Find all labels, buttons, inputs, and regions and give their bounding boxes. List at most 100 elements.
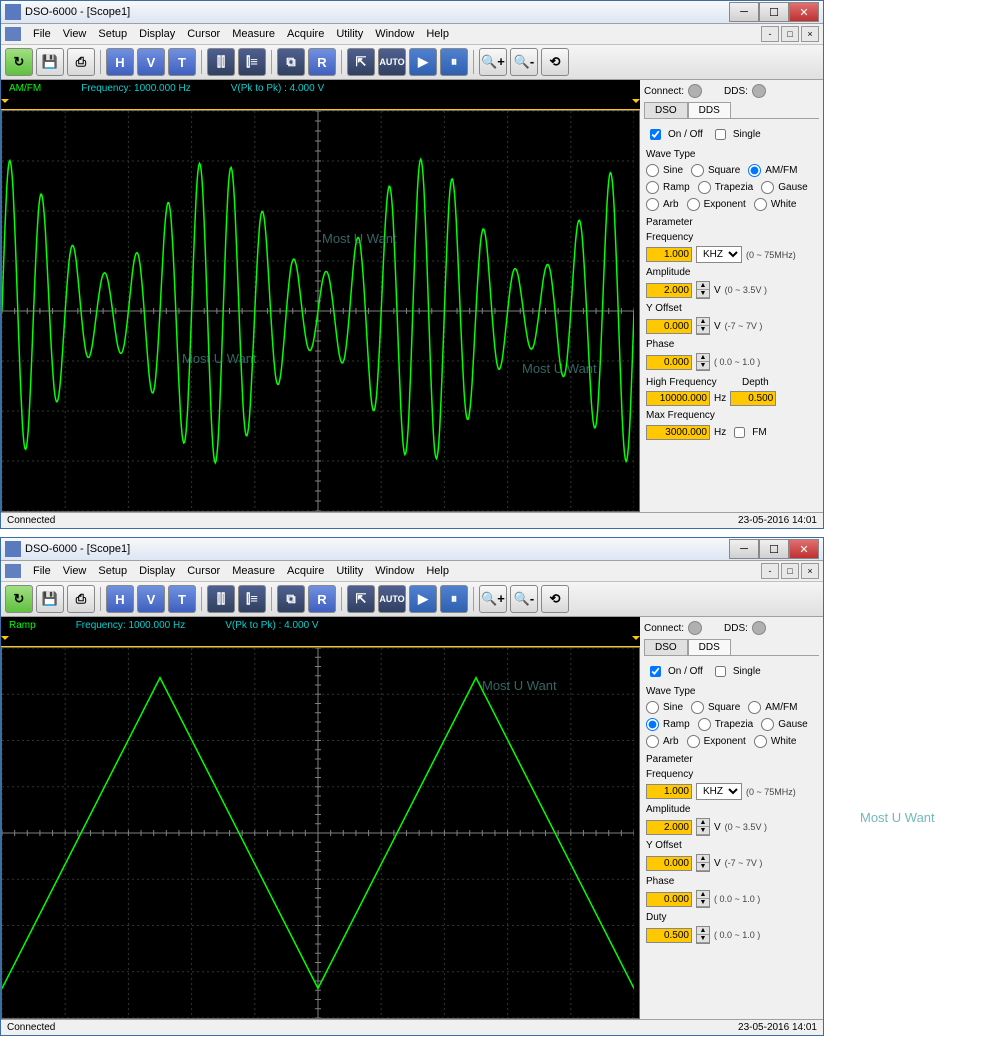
- wave-radio-exponent[interactable]: [687, 198, 700, 211]
- v-button[interactable]: V: [137, 585, 165, 613]
- tool-b[interactable]: ⫿≡: [238, 585, 266, 613]
- r-button[interactable]: R: [308, 48, 336, 76]
- mdi-min-button[interactable]: -: [761, 563, 779, 579]
- mdi-min-button[interactable]: -: [761, 26, 779, 42]
- h-button[interactable]: H: [106, 48, 134, 76]
- mf-input[interactable]: [646, 425, 710, 440]
- print-button[interactable]: ⎙: [67, 48, 95, 76]
- pause-button[interactable]: ⏸: [440, 585, 468, 613]
- onoff-checkbox[interactable]: [650, 666, 661, 677]
- tab-dds[interactable]: DDS: [688, 639, 731, 655]
- menu-cursor[interactable]: Cursor: [181, 26, 226, 42]
- yoff-spinner[interactable]: ▲▼: [696, 854, 710, 872]
- phase-spinner[interactable]: ▲▼: [696, 353, 710, 371]
- wave-radio-ramp[interactable]: [646, 181, 659, 194]
- phase-input[interactable]: [646, 892, 692, 907]
- menu-measure[interactable]: Measure: [226, 563, 281, 579]
- wave-radio-white[interactable]: [754, 198, 767, 211]
- mdi-restore-button[interactable]: □: [781, 26, 799, 42]
- menu-utility[interactable]: Utility: [330, 26, 369, 42]
- wave-radio-gause[interactable]: [761, 181, 774, 194]
- menu-help[interactable]: Help: [420, 563, 455, 579]
- save-button[interactable]: 💾: [36, 48, 64, 76]
- tool-b[interactable]: ⫿≡: [238, 48, 266, 76]
- scope-canvas[interactable]: Most U Want: [1, 647, 640, 1019]
- tab-dso[interactable]: DSO: [644, 639, 688, 655]
- yoff-input[interactable]: [646, 319, 692, 334]
- wave-radio-sine[interactable]: [646, 164, 659, 177]
- single-checkbox[interactable]: [715, 129, 726, 140]
- link-button[interactable]: ⟲: [541, 585, 569, 613]
- menu-file[interactable]: File: [27, 26, 57, 42]
- wave-radio-arb[interactable]: [646, 735, 659, 748]
- yoff-input[interactable]: [646, 856, 692, 871]
- wave-radio-am/fm[interactable]: [748, 164, 761, 177]
- freq-input[interactable]: [646, 247, 692, 262]
- menu-acquire[interactable]: Acquire: [281, 563, 330, 579]
- menu-display[interactable]: Display: [133, 26, 181, 42]
- wave-radio-trapezia[interactable]: [698, 181, 711, 194]
- save-button[interactable]: 💾: [36, 585, 64, 613]
- wave-radio-white[interactable]: [754, 735, 767, 748]
- minimize-button[interactable]: ─: [729, 539, 759, 559]
- menu-view[interactable]: View: [57, 26, 93, 42]
- minimize-button[interactable]: ─: [729, 2, 759, 22]
- yoff-spinner[interactable]: ▲▼: [696, 317, 710, 335]
- freq-unit-select[interactable]: KHZ: [696, 246, 742, 263]
- menu-display[interactable]: Display: [133, 563, 181, 579]
- fm-checkbox[interactable]: [734, 427, 745, 438]
- menu-window[interactable]: Window: [369, 563, 420, 579]
- menu-setup[interactable]: Setup: [92, 26, 133, 42]
- amp-input[interactable]: [646, 283, 692, 298]
- duty-input[interactable]: [646, 928, 692, 943]
- wave-radio-arb[interactable]: [646, 198, 659, 211]
- close-button[interactable]: ✕: [789, 2, 819, 22]
- maximize-button[interactable]: ☐: [759, 2, 789, 22]
- menu-measure[interactable]: Measure: [226, 26, 281, 42]
- scope-canvas[interactable]: Most U Want Most U Want Most U Want: [1, 110, 640, 512]
- r-button[interactable]: R: [308, 585, 336, 613]
- play-button[interactable]: ▶: [409, 585, 437, 613]
- phase-spinner[interactable]: ▲▼: [696, 890, 710, 908]
- amp-input[interactable]: [646, 820, 692, 835]
- menu-cursor[interactable]: Cursor: [181, 563, 226, 579]
- freq-unit-select[interactable]: KHZ: [696, 783, 742, 800]
- zoom-in-button[interactable]: 🔍+: [479, 48, 507, 76]
- onoff-checkbox[interactable]: [650, 129, 661, 140]
- menu-file[interactable]: File: [27, 563, 57, 579]
- h-button[interactable]: H: [106, 585, 134, 613]
- single-checkbox[interactable]: [715, 666, 726, 677]
- amp-spinner[interactable]: ▲▼: [696, 281, 710, 299]
- tool-c[interactable]: ⧉: [277, 48, 305, 76]
- play-button[interactable]: ▶: [409, 48, 437, 76]
- wave-radio-sine[interactable]: [646, 701, 659, 714]
- link-button[interactable]: ⟲: [541, 48, 569, 76]
- wave-radio-square[interactable]: [691, 701, 704, 714]
- menu-utility[interactable]: Utility: [330, 563, 369, 579]
- wave-radio-square[interactable]: [691, 164, 704, 177]
- t-button[interactable]: T: [168, 585, 196, 613]
- t-button[interactable]: T: [168, 48, 196, 76]
- tool-c[interactable]: ⧉: [277, 585, 305, 613]
- zoom-out-button[interactable]: 🔍-: [510, 48, 538, 76]
- wave-radio-am/fm[interactable]: [748, 701, 761, 714]
- menu-window[interactable]: Window: [369, 26, 420, 42]
- hf-input[interactable]: [646, 391, 710, 406]
- menu-help[interactable]: Help: [420, 26, 455, 42]
- freq-input[interactable]: [646, 784, 692, 799]
- mdi-close-button[interactable]: ×: [801, 26, 819, 42]
- refresh-button[interactable]: ↻: [5, 585, 33, 613]
- depth-input[interactable]: [730, 391, 776, 406]
- amp-spinner[interactable]: ▲▼: [696, 818, 710, 836]
- wave-radio-exponent[interactable]: [687, 735, 700, 748]
- tool-d[interactable]: ⇱: [347, 585, 375, 613]
- tool-a[interactable]: ⫿⫿: [207, 48, 235, 76]
- pause-button[interactable]: ⏸: [440, 48, 468, 76]
- menu-view[interactable]: View: [57, 563, 93, 579]
- zoom-in-button[interactable]: 🔍+: [479, 585, 507, 613]
- tool-d[interactable]: ⇱: [347, 48, 375, 76]
- tool-a[interactable]: ⫿⫿: [207, 585, 235, 613]
- tab-dso[interactable]: DSO: [644, 102, 688, 118]
- close-button[interactable]: ✕: [789, 539, 819, 559]
- menu-acquire[interactable]: Acquire: [281, 26, 330, 42]
